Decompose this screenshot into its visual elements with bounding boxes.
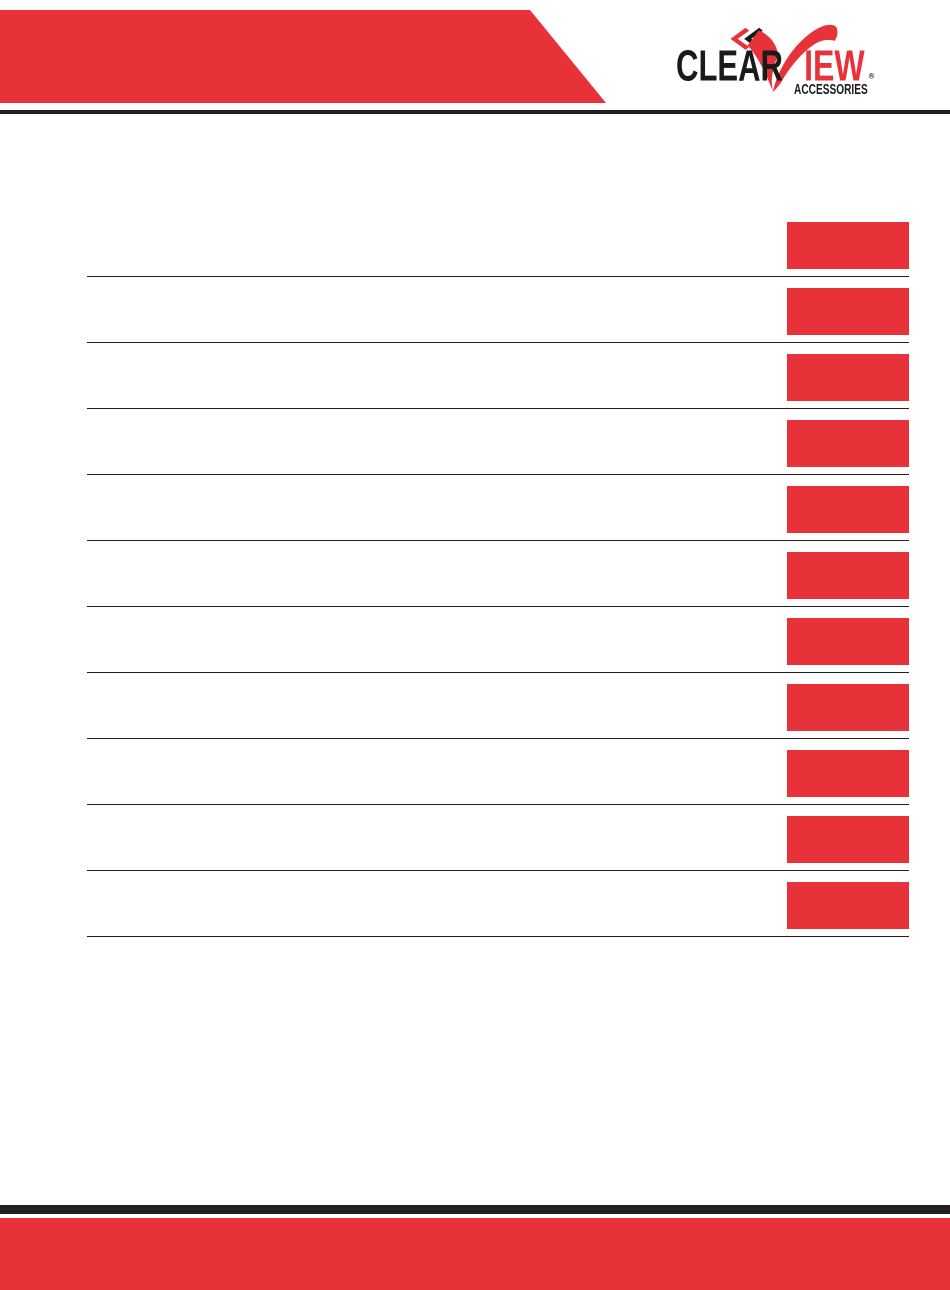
svg-text:®: ® [869, 72, 875, 81]
svg-text:CLEAR: CLEAR [676, 43, 783, 91]
svg-text:ACCESSORIES: ACCESSORIES [794, 82, 868, 98]
